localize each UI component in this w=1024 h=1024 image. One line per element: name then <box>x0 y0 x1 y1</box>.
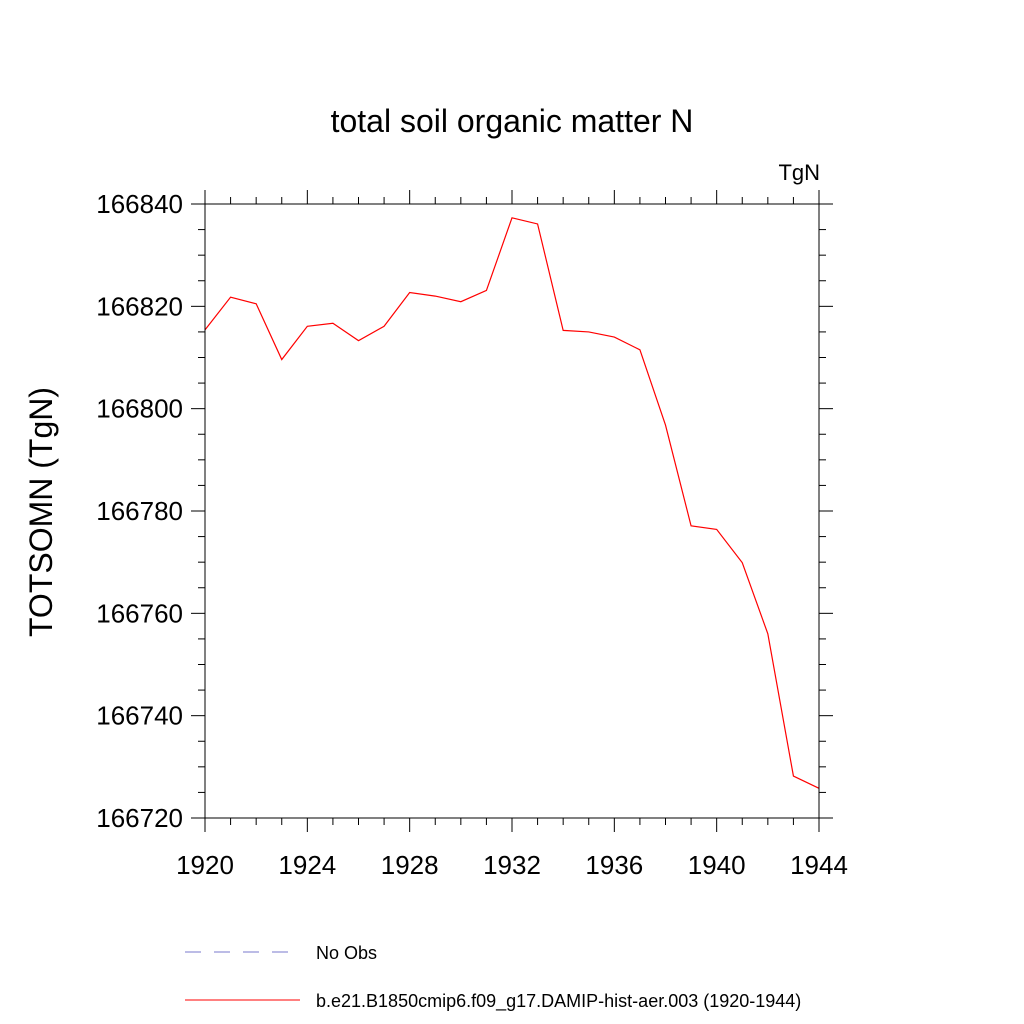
x-tick-label: 1928 <box>381 850 439 880</box>
x-tick-label: 1944 <box>790 850 848 880</box>
y-tick-label: 166780 <box>96 496 183 526</box>
units-label: TgN <box>778 160 820 185</box>
x-tick-label: 1936 <box>585 850 643 880</box>
y-tick-label: 166820 <box>96 291 183 321</box>
legend-label: b.e21.B1850cmip6.f09_g17.DAMIP-hist-aer.… <box>316 991 801 1012</box>
y-tick-label: 166740 <box>96 701 183 731</box>
x-tick-label: 1920 <box>176 850 234 880</box>
x-tick-label: 1932 <box>483 850 541 880</box>
legend: No Obs b.e21.B1850cmip6.f09_g17.DAMIP-his… <box>185 943 801 1012</box>
axis-ticks: 1920 1924 1928 1932 1936 1940 1944 166720 166740… <box>96 189 848 880</box>
x-tick-label: 1940 <box>688 850 746 880</box>
x-tick-label: 1924 <box>278 850 336 880</box>
series-layer <box>204 217 820 789</box>
series-line <box>204 217 820 789</box>
y-tick-label: 166720 <box>96 803 183 833</box>
y-tick-label: 166760 <box>96 598 183 628</box>
legend-label: No Obs <box>316 943 377 963</box>
chart-title: total soil organic matter N <box>331 103 694 139</box>
y-tick-label: 166840 <box>96 189 183 219</box>
y-tick-label: 166800 <box>96 394 183 424</box>
y-axis-label: TOTSOMN (TgN) <box>23 387 59 637</box>
plot-frame <box>204 203 820 819</box>
